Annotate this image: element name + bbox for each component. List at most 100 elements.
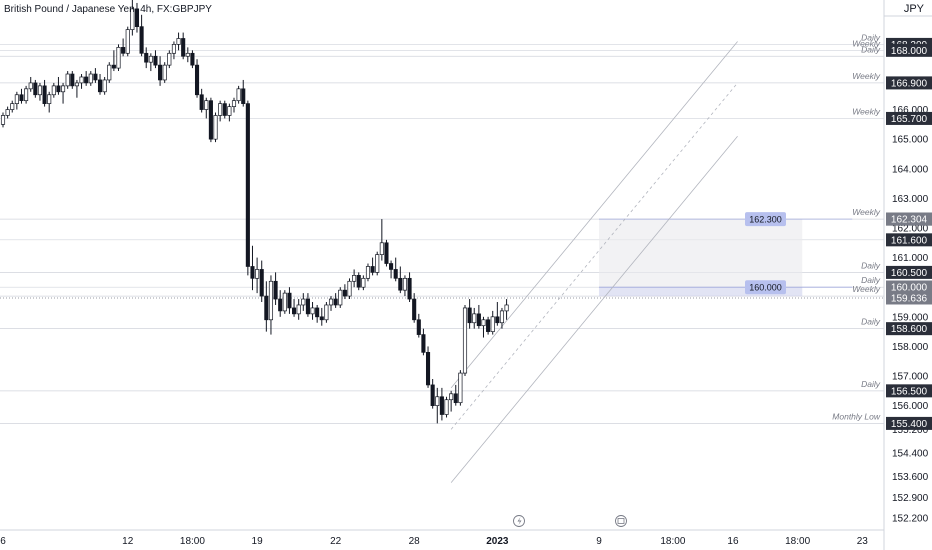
candle-body — [125, 29, 130, 54]
channel-line — [450, 82, 738, 430]
x-tick-label: 23 — [857, 536, 869, 547]
price-axis-tag-label: 159.636 — [891, 293, 928, 304]
y-tick-label: 162.000 — [892, 223, 929, 234]
candle-body — [481, 319, 486, 327]
candle-body — [33, 82, 38, 96]
candle-body — [42, 85, 47, 104]
x-tick-label: 28 — [409, 536, 421, 547]
level-label: Weekly — [852, 207, 880, 217]
candle-body — [296, 304, 301, 315]
candle-body — [245, 103, 250, 267]
calendar-icon-body — [617, 518, 625, 524]
price-axis-tag-label: 156.500 — [891, 386, 928, 397]
y-tick-label: 163.000 — [892, 194, 929, 205]
price-axis-tag-label: 165.700 — [891, 114, 928, 125]
candle-body — [476, 313, 481, 327]
candle-body — [264, 295, 269, 321]
y-tick-label: 157.000 — [892, 372, 929, 383]
price-axis-tag-label: 161.600 — [891, 235, 928, 246]
candle-body — [37, 85, 43, 96]
candle-body — [74, 82, 79, 87]
price-axis-tag-label: 158.600 — [891, 324, 928, 335]
candle-body — [319, 316, 324, 321]
candle-body — [139, 26, 144, 54]
candle-body — [472, 313, 477, 324]
candle-body — [176, 38, 181, 45]
level-label: Daily — [861, 379, 881, 389]
x-tick-label: 18:00 — [785, 536, 810, 547]
candle-body — [236, 88, 241, 102]
candle-body — [121, 47, 126, 54]
candle-body — [47, 94, 52, 104]
candle-body — [199, 94, 204, 110]
candle-body — [208, 100, 213, 140]
candle-body — [14, 94, 19, 104]
candle-body — [333, 298, 338, 306]
x-tick-label: 6 — [0, 536, 6, 547]
candle-body — [416, 319, 421, 335]
candle-body — [384, 242, 389, 264]
candle-body — [158, 64, 163, 81]
candle-body — [328, 298, 334, 306]
y-tick-label: 161.000 — [892, 253, 929, 264]
candle-body — [324, 304, 329, 321]
candle-body — [504, 304, 509, 312]
level-label: Daily — [861, 317, 881, 327]
candle-body — [301, 298, 306, 306]
y-tick-label: 154.400 — [892, 449, 929, 460]
candle-body — [398, 277, 403, 291]
candle-body — [56, 85, 61, 93]
candle-body — [389, 263, 394, 270]
price-marker-label: 160.000 — [749, 283, 782, 293]
x-tick-label: 19 — [252, 536, 264, 547]
candle-body — [185, 52, 190, 57]
calendar-icon-ring — [615, 515, 627, 527]
candle-body — [444, 399, 449, 415]
y-tick-label: 164.000 — [892, 164, 929, 175]
x-tick-label: 16 — [727, 536, 739, 547]
level-label: Weekly — [852, 71, 880, 81]
candle-body — [282, 292, 287, 312]
candle-body — [10, 103, 15, 110]
x-tick-label: 9 — [596, 536, 602, 547]
candle-body — [453, 393, 458, 404]
chart-title: British Pound / Japanese Yen, 4h, FX:GBP… — [4, 4, 212, 15]
price-axis-tag — [886, 280, 932, 294]
price-axis-tag-label: 162.304 — [891, 214, 928, 225]
price-axis-tag — [886, 233, 932, 247]
candle-body — [449, 393, 454, 401]
x-tick-label: 2023 — [486, 536, 509, 547]
candle-body — [148, 55, 153, 63]
candle-body — [393, 269, 398, 279]
price-axis-tag — [886, 322, 932, 336]
candle-body — [194, 64, 200, 96]
target-zone — [598, 219, 803, 288]
candle-body — [88, 73, 93, 84]
y-tick-label: 158.000 — [892, 342, 929, 353]
entry-zone — [598, 287, 803, 297]
candle-body — [462, 307, 468, 374]
y-tick-label: 152.900 — [892, 493, 929, 504]
candle-body — [19, 94, 24, 102]
candle-body — [486, 319, 491, 332]
candle-body — [5, 109, 10, 116]
lightning-icon-ring — [513, 515, 525, 527]
candle-body — [0, 115, 6, 125]
price-axis-tag-label: 160.500 — [891, 268, 928, 279]
currency-label: JPY — [903, 3, 924, 15]
candle-body — [407, 277, 412, 300]
level-label: Daily — [861, 260, 881, 270]
candle-body — [130, 8, 135, 30]
candle-body — [79, 76, 84, 84]
candle-body — [458, 372, 463, 404]
price-marker-tag — [745, 212, 786, 227]
y-tick-label: 165.000 — [892, 135, 929, 146]
y-tick-label: 155.200 — [892, 425, 929, 436]
candle-body — [171, 44, 176, 54]
price-axis-tag — [886, 416, 932, 430]
candle-body — [61, 85, 66, 93]
candle-body — [430, 384, 435, 406]
candle-body — [255, 269, 260, 279]
candle-body — [107, 64, 112, 81]
